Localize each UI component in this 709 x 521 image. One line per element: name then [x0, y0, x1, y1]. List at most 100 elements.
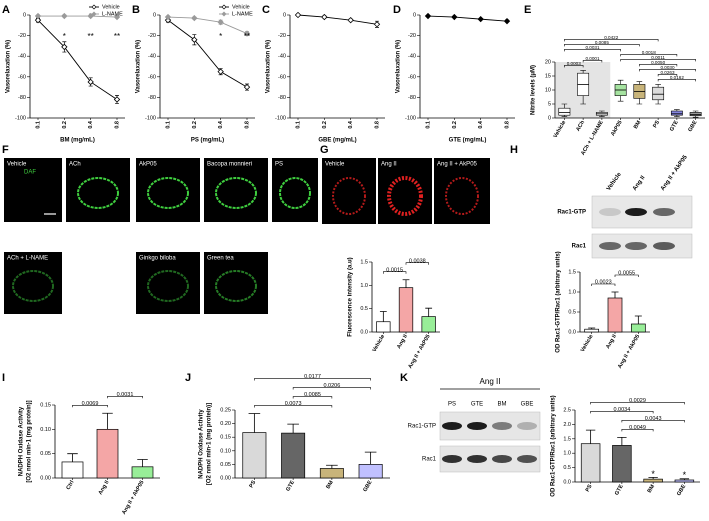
bar [131, 466, 154, 479]
comparison-bracket [621, 420, 685, 423]
y-tick-label: 0.20 [220, 421, 231, 427]
p-value: 0.0177 [304, 374, 321, 380]
p-value: 0.0015 [386, 267, 403, 273]
p-value: 0.0003 [567, 61, 581, 66]
tile-label: ACh [69, 162, 81, 168]
y-axis-label: [O2 nmol min-1 (mg protein)] [207, 403, 213, 485]
y-tick-label: 20 [545, 59, 551, 65]
micrograph [378, 158, 432, 224]
y-tick-label: -80 [18, 95, 26, 101]
bar [358, 464, 383, 479]
marker [373, 21, 381, 28]
marker [61, 12, 68, 20]
p-value: 0.0029 [629, 398, 646, 404]
y-tick-label: 1.5 [563, 436, 571, 442]
vessel-ring [445, 177, 479, 215]
legend-marker [91, 11, 97, 17]
x-tick-label: PS [585, 483, 594, 493]
legend-label: L-NAME [102, 11, 123, 17]
bar [607, 297, 623, 333]
marker [424, 12, 432, 20]
y-tick-label: 0.0 [360, 329, 368, 335]
tile-label: PS [275, 162, 283, 168]
error-bar [611, 291, 619, 298]
comparison-bracket [591, 283, 616, 286]
x-tick-label: 0.2 [452, 121, 458, 129]
p-value: 0.0001 [585, 56, 599, 61]
vessel-ring [77, 177, 119, 209]
x-tick-label: 0.8 [244, 121, 250, 129]
comparison-bracket [292, 387, 371, 390]
significance-mark: ** [244, 32, 250, 41]
y-tick-label: 0 [283, 12, 286, 18]
y-tick-label: 0.5 [568, 309, 576, 315]
blot-band [653, 242, 675, 250]
comparison-bracket [639, 64, 678, 67]
marker [294, 11, 302, 19]
marker [321, 13, 328, 21]
p-value: 0.0422 [604, 35, 618, 40]
marker [503, 18, 511, 25]
y-tick-label: -100 [405, 115, 416, 121]
y-tick-label: 0.5 [360, 306, 368, 312]
marker [61, 43, 68, 51]
x-tick-label: 0.4 [478, 120, 484, 129]
bar [630, 323, 646, 333]
blot-band [442, 455, 462, 463]
error-bar [137, 459, 148, 467]
marker [113, 13, 121, 21]
legend-marker [91, 4, 97, 10]
y-axis-label: Vasorelaxation (%) [396, 40, 402, 93]
y-tick-label: -40 [278, 54, 286, 60]
x-tick-label: 0.2 [322, 121, 328, 129]
error-bar [67, 453, 78, 462]
x-tick-label: BM [633, 119, 643, 130]
series-line [167, 19, 248, 88]
y-tick-label: 15 [545, 73, 551, 79]
box-body [652, 86, 665, 101]
y-tick-label: 1.5 [568, 269, 576, 275]
p-value: 0.0031 [117, 392, 134, 398]
error-bar [248, 413, 261, 433]
blot-row-label: Rac1 [572, 244, 587, 250]
p-value: 0.0162 [670, 75, 684, 80]
bar [61, 461, 84, 479]
x-tick-label: BM [325, 479, 335, 490]
comparison-bracket [254, 405, 333, 408]
vessel-ring [279, 177, 311, 209]
bar [281, 432, 306, 479]
marker [113, 96, 121, 103]
blot-band [442, 422, 462, 430]
y-tick-label: 0.25 [220, 407, 231, 413]
comparison-bracket [292, 396, 333, 399]
x-tick-label: BM [647, 483, 657, 494]
y-tick-label: 0 [23, 12, 26, 18]
marker [347, 16, 354, 24]
y-tick-label: 2.0 [563, 422, 571, 428]
micrograph [136, 158, 200, 222]
tile-label: Vehicle [7, 162, 27, 168]
p-value: 0.0034 [613, 407, 630, 413]
tile-label: Ang II + AkP05 [437, 162, 478, 168]
y-tick-label: 0.05 [40, 451, 51, 457]
blot-band [599, 208, 621, 216]
x-tick-label: Ctrl [66, 479, 76, 491]
x-axis-label: BM (mg/mL) [60, 138, 95, 144]
x-tick-label: GTE [614, 483, 625, 496]
series-line [297, 14, 378, 25]
y-tick-label: -80 [148, 95, 156, 101]
y-tick-label: 0 [548, 115, 551, 121]
p-value: 0.0263 [660, 70, 674, 75]
marker [191, 14, 198, 22]
y-tick-label: 1.0 [360, 283, 368, 289]
y-tick-label: 0.0 [568, 329, 576, 335]
comparison-bracket [564, 65, 584, 68]
comparison-bracket [107, 395, 143, 399]
comparison-bracket [620, 54, 678, 57]
error-bar [102, 412, 113, 430]
blot-title: Ang II [480, 377, 501, 386]
error-bar [326, 464, 338, 469]
significance-mark: * [63, 32, 66, 41]
error-bar [425, 307, 433, 317]
comparison-bracket [590, 411, 654, 414]
